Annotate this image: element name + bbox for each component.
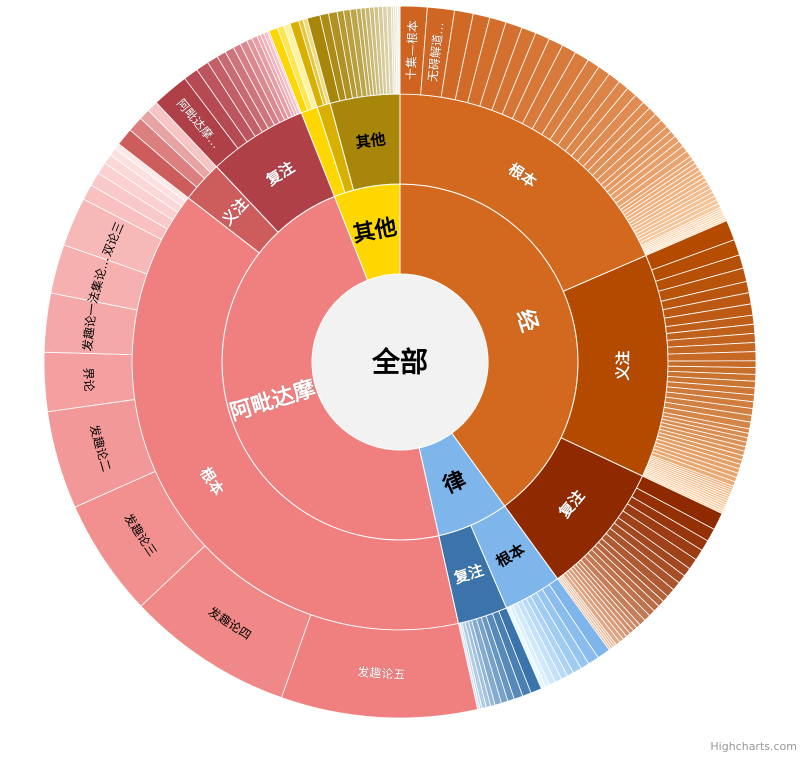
root-label: 全部 — [371, 346, 428, 379]
ring3-segment[interactable] — [397, 5, 401, 95]
ring3-label: 十集—根本 — [403, 20, 420, 81]
ring2-label: 义注 — [614, 350, 632, 380]
ring3-label: 发趣论一 — [79, 303, 99, 352]
credits-link[interactable]: Highcharts.com — [710, 740, 797, 753]
ring3-label: 发趣论五 — [357, 664, 406, 682]
ring3-label: 界论 — [81, 367, 96, 392]
ring2-label: 其他 — [355, 130, 387, 152]
